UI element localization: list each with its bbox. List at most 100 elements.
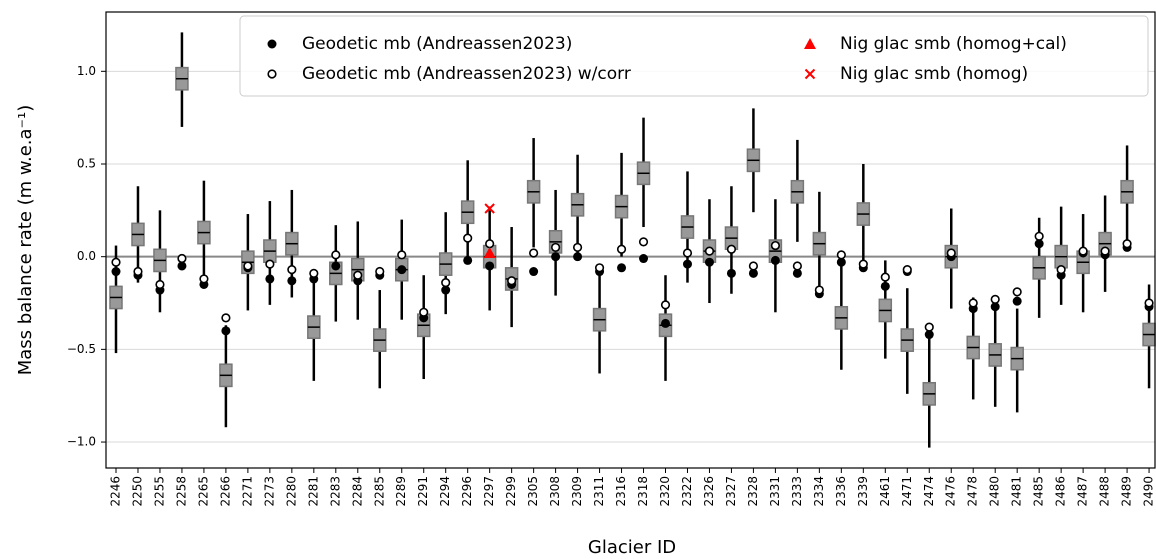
point: [748, 261, 759, 271]
x-tick-label: 2327: [724, 476, 738, 507]
x-tick-label: 2285: [372, 476, 386, 507]
point: [682, 259, 692, 269]
point: [397, 265, 407, 275]
x-tick-label: 2299: [504, 476, 518, 507]
x-tick-label: 2309: [570, 476, 584, 507]
x-tick-label: 2297: [482, 476, 496, 507]
point: [924, 322, 934, 332]
point: [507, 276, 517, 286]
x-tick-label: 2322: [680, 476, 694, 507]
x-tick-label: 2485: [1032, 476, 1046, 507]
x-tick-label: 2480: [988, 476, 1002, 507]
x-tick-label: 2471: [900, 476, 914, 507]
point: [880, 272, 890, 282]
point: [1144, 298, 1154, 308]
x-tick-label: 2318: [636, 476, 650, 507]
point: [770, 255, 780, 265]
point: [199, 274, 209, 284]
point: [1034, 239, 1044, 249]
x-tick-label: 2339: [856, 476, 870, 507]
x-tick-label: 2336: [834, 476, 848, 507]
legend-marker: [267, 39, 277, 49]
point: [483, 246, 496, 258]
x-tick-label: 2488: [1098, 476, 1112, 507]
y-tick-label: 0.5: [77, 157, 96, 171]
x-tick-label: 2283: [328, 476, 342, 507]
point: [221, 313, 231, 323]
point: [726, 268, 736, 278]
point: [990, 294, 1000, 304]
x-tick-label: 2320: [658, 476, 672, 507]
point: [682, 248, 693, 258]
point: [265, 274, 275, 284]
x-tick-label: 2490: [1142, 476, 1156, 507]
point: [858, 259, 868, 269]
y-axis-label: Mass balance rate (m w.e.a⁻¹): [15, 105, 36, 376]
point: [441, 285, 451, 295]
y-tick-label: −1.0: [67, 435, 96, 449]
y-tick-label: 0.0: [77, 249, 96, 263]
point: [243, 261, 253, 271]
point: [770, 240, 781, 251]
point: [924, 330, 934, 340]
point: [661, 318, 670, 328]
point: [133, 266, 143, 277]
point: [463, 255, 473, 265]
x-axis-label: Glacier ID: [588, 537, 676, 558]
point: [616, 244, 627, 254]
point: [1034, 231, 1044, 241]
point: [726, 244, 737, 254]
point: [177, 253, 187, 264]
x-tick-label: 2258: [174, 476, 188, 507]
x-tick-label: 2333: [790, 476, 804, 507]
x-tick-label: 2311: [592, 476, 606, 507]
x-tick-label: 2255: [152, 476, 166, 507]
x-tick-label: 2487: [1076, 476, 1090, 507]
point: [111, 257, 121, 267]
point: [353, 270, 363, 280]
point: [485, 261, 495, 271]
point: [265, 259, 275, 269]
point: [880, 281, 890, 291]
legend-box: [239, 15, 1149, 97]
x-tick-label: 2294: [438, 476, 452, 507]
point: [331, 250, 341, 260]
y-tick-label: 1.0: [77, 64, 96, 78]
point: [704, 246, 715, 256]
point: [419, 307, 429, 317]
x-tick-label: 2284: [350, 476, 364, 507]
point: [177, 261, 187, 271]
x-tick-label: 2271: [240, 476, 254, 507]
x-tick-label: 2265: [196, 476, 210, 507]
x-tick-label: 2486: [1054, 476, 1068, 507]
x-tick-label: 2280: [284, 476, 298, 507]
x-tick-label: 2328: [746, 476, 760, 507]
point: [792, 268, 802, 278]
point: [836, 257, 846, 267]
point: [441, 278, 451, 288]
legend-label: Geodetic mb (Andreassen2023) w/corr: [302, 64, 631, 84]
x-tick-label: 2308: [548, 476, 562, 507]
point: [331, 261, 341, 271]
legend-label: Nig glac smb (homog): [840, 64, 1028, 84]
point: [287, 276, 297, 286]
x-tick-label: 2476: [944, 476, 958, 507]
legend-label: Nig glac smb (homog+cal): [840, 34, 1067, 54]
point: [287, 265, 297, 275]
point: [550, 242, 561, 253]
point: [1078, 246, 1088, 256]
point: [990, 302, 1000, 312]
point: [1122, 239, 1132, 249]
point: [748, 268, 758, 278]
point: [529, 267, 539, 277]
point: [1056, 265, 1066, 275]
point: [704, 257, 714, 267]
point: [639, 254, 649, 264]
x-tick-label: 2250: [130, 476, 144, 507]
point: [1012, 287, 1022, 297]
legend-marker: [804, 68, 816, 80]
point: [155, 279, 165, 290]
x-tick-label: 2474: [922, 476, 936, 507]
point: [309, 268, 319, 278]
